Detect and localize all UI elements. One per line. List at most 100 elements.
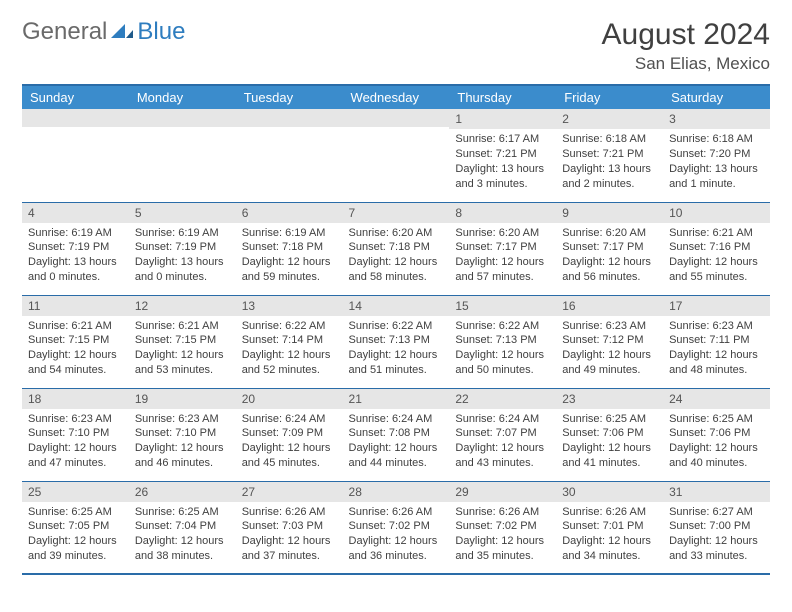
day-number: 12: [129, 296, 236, 316]
day-number: 6: [236, 203, 343, 223]
sunrise-text: Sunrise: 6:19 AM: [242, 226, 337, 241]
calendar-cell: 7Sunrise: 6:20 AMSunset: 7:18 PMDaylight…: [343, 202, 450, 295]
calendar-cell: 24Sunrise: 6:25 AMSunset: 7:06 PMDayligh…: [663, 388, 770, 481]
sunrise-text: Sunrise: 6:25 AM: [135, 505, 230, 520]
daylight-text: Daylight: 13 hours and 1 minute.: [669, 162, 764, 192]
calendar-cell: 18Sunrise: 6:23 AMSunset: 7:10 PMDayligh…: [22, 388, 129, 481]
day-number: 21: [343, 389, 450, 409]
calendar-cell: 2Sunrise: 6:18 AMSunset: 7:21 PMDaylight…: [556, 109, 663, 202]
day-details: Sunrise: 6:20 AMSunset: 7:17 PMDaylight:…: [556, 223, 663, 289]
calendar-cell: 14Sunrise: 6:22 AMSunset: 7:13 PMDayligh…: [343, 295, 450, 388]
sunset-text: Sunset: 7:21 PM: [562, 147, 657, 162]
day-details: Sunrise: 6:19 AMSunset: 7:18 PMDaylight:…: [236, 223, 343, 289]
day-details: Sunrise: 6:18 AMSunset: 7:21 PMDaylight:…: [556, 129, 663, 195]
sunset-text: Sunset: 7:17 PM: [455, 240, 550, 255]
day-number: 27: [236, 482, 343, 502]
calendar-cell: [22, 109, 129, 202]
sunset-text: Sunset: 7:09 PM: [242, 426, 337, 441]
daylight-text: Daylight: 12 hours and 35 minutes.: [455, 534, 550, 564]
sunset-text: Sunset: 7:18 PM: [349, 240, 444, 255]
day-number: 15: [449, 296, 556, 316]
sunrise-text: Sunrise: 6:26 AM: [562, 505, 657, 520]
calendar-cell: 20Sunrise: 6:24 AMSunset: 7:09 PMDayligh…: [236, 388, 343, 481]
daylight-text: Daylight: 12 hours and 38 minutes.: [135, 534, 230, 564]
weekday-header: Friday: [556, 85, 663, 109]
calendar-cell: [236, 109, 343, 202]
day-number: 19: [129, 389, 236, 409]
page-title: August 2024: [602, 18, 770, 52]
sunset-text: Sunset: 7:13 PM: [349, 333, 444, 348]
calendar-cell: 16Sunrise: 6:23 AMSunset: 7:12 PMDayligh…: [556, 295, 663, 388]
day-number: 5: [129, 203, 236, 223]
day-details: Sunrise: 6:20 AMSunset: 7:17 PMDaylight:…: [449, 223, 556, 289]
calendar-cell: 27Sunrise: 6:26 AMSunset: 7:03 PMDayligh…: [236, 481, 343, 574]
day-number: 3: [663, 109, 770, 129]
sunrise-text: Sunrise: 6:23 AM: [135, 412, 230, 427]
calendar-cell: 9Sunrise: 6:20 AMSunset: 7:17 PMDaylight…: [556, 202, 663, 295]
calendar-cell: 6Sunrise: 6:19 AMSunset: 7:18 PMDaylight…: [236, 202, 343, 295]
calendar-cell: 17Sunrise: 6:23 AMSunset: 7:11 PMDayligh…: [663, 295, 770, 388]
sunset-text: Sunset: 7:03 PM: [242, 519, 337, 534]
day-details: Sunrise: 6:23 AMSunset: 7:11 PMDaylight:…: [663, 316, 770, 382]
sunrise-text: Sunrise: 6:23 AM: [669, 319, 764, 334]
daylight-text: Daylight: 12 hours and 59 minutes.: [242, 255, 337, 285]
calendar-week-row: 4Sunrise: 6:19 AMSunset: 7:19 PMDaylight…: [22, 202, 770, 295]
sunset-text: Sunset: 7:19 PM: [135, 240, 230, 255]
sunset-text: Sunset: 7:07 PM: [455, 426, 550, 441]
sunset-text: Sunset: 7:04 PM: [135, 519, 230, 534]
sunrise-text: Sunrise: 6:26 AM: [455, 505, 550, 520]
daylight-text: Daylight: 12 hours and 46 minutes.: [135, 441, 230, 471]
sunrise-text: Sunrise: 6:22 AM: [242, 319, 337, 334]
day-number: 26: [129, 482, 236, 502]
sunset-text: Sunset: 7:17 PM: [562, 240, 657, 255]
day-number: 18: [22, 389, 129, 409]
weekday-header: Monday: [129, 85, 236, 109]
calendar-cell: 12Sunrise: 6:21 AMSunset: 7:15 PMDayligh…: [129, 295, 236, 388]
sunset-text: Sunset: 7:10 PM: [28, 426, 123, 441]
day-number: 4: [22, 203, 129, 223]
day-details: Sunrise: 6:21 AMSunset: 7:15 PMDaylight:…: [129, 316, 236, 382]
day-number: 28: [343, 482, 450, 502]
sunrise-text: Sunrise: 6:19 AM: [135, 226, 230, 241]
calendar-cell: 28Sunrise: 6:26 AMSunset: 7:02 PMDayligh…: [343, 481, 450, 574]
day-details: Sunrise: 6:18 AMSunset: 7:20 PMDaylight:…: [663, 129, 770, 195]
day-number: 25: [22, 482, 129, 502]
sunset-text: Sunset: 7:21 PM: [455, 147, 550, 162]
calendar-cell: 1Sunrise: 6:17 AMSunset: 7:21 PMDaylight…: [449, 109, 556, 202]
sunrise-text: Sunrise: 6:22 AM: [349, 319, 444, 334]
day-details: Sunrise: 6:26 AMSunset: 7:02 PMDaylight:…: [449, 502, 556, 568]
daylight-text: Daylight: 12 hours and 53 minutes.: [135, 348, 230, 378]
daylight-text: Daylight: 12 hours and 57 minutes.: [455, 255, 550, 285]
day-number: 30: [556, 482, 663, 502]
day-details: Sunrise: 6:25 AMSunset: 7:04 PMDaylight:…: [129, 502, 236, 568]
logo-text-1: General: [22, 18, 107, 46]
day-details: Sunrise: 6:22 AMSunset: 7:14 PMDaylight:…: [236, 316, 343, 382]
calendar-cell: 25Sunrise: 6:25 AMSunset: 7:05 PMDayligh…: [22, 481, 129, 574]
sunset-text: Sunset: 7:16 PM: [669, 240, 764, 255]
day-number: 10: [663, 203, 770, 223]
calendar-cell: 13Sunrise: 6:22 AMSunset: 7:14 PMDayligh…: [236, 295, 343, 388]
day-number: 16: [556, 296, 663, 316]
sunrise-text: Sunrise: 6:26 AM: [242, 505, 337, 520]
sunrise-text: Sunrise: 6:24 AM: [455, 412, 550, 427]
weekday-header: Thursday: [449, 85, 556, 109]
sunrise-text: Sunrise: 6:20 AM: [455, 226, 550, 241]
day-number: 17: [663, 296, 770, 316]
day-details: Sunrise: 6:23 AMSunset: 7:12 PMDaylight:…: [556, 316, 663, 382]
weekday-header: Tuesday: [236, 85, 343, 109]
day-details: Sunrise: 6:24 AMSunset: 7:09 PMDaylight:…: [236, 409, 343, 475]
sunset-text: Sunset: 7:13 PM: [455, 333, 550, 348]
day-number: 24: [663, 389, 770, 409]
day-details: Sunrise: 6:22 AMSunset: 7:13 PMDaylight:…: [343, 316, 450, 382]
day-number: 9: [556, 203, 663, 223]
header: General Blue August 2024 San Elias, Mexi…: [22, 18, 770, 74]
day-details: Sunrise: 6:23 AMSunset: 7:10 PMDaylight:…: [129, 409, 236, 475]
sunrise-text: Sunrise: 6:24 AM: [242, 412, 337, 427]
sunset-text: Sunset: 7:19 PM: [28, 240, 123, 255]
day-number: 14: [343, 296, 450, 316]
calendar-cell: 29Sunrise: 6:26 AMSunset: 7:02 PMDayligh…: [449, 481, 556, 574]
day-details: Sunrise: 6:20 AMSunset: 7:18 PMDaylight:…: [343, 223, 450, 289]
daylight-text: Daylight: 12 hours and 51 minutes.: [349, 348, 444, 378]
day-details: Sunrise: 6:26 AMSunset: 7:03 PMDaylight:…: [236, 502, 343, 568]
daylight-text: Daylight: 12 hours and 44 minutes.: [349, 441, 444, 471]
